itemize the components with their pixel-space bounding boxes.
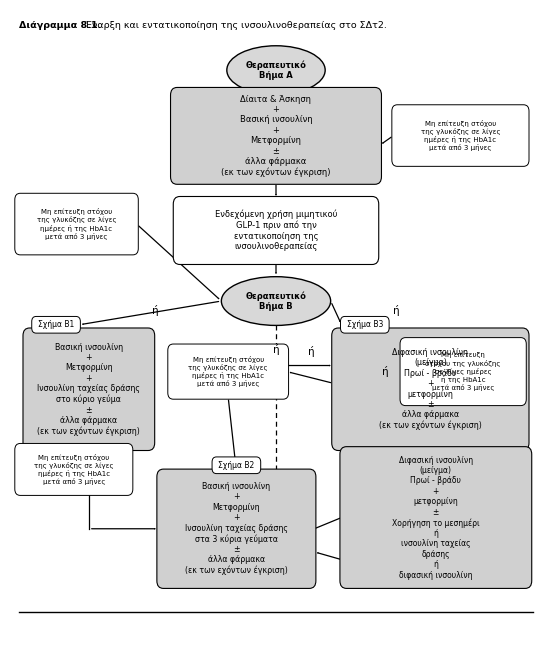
Text: Θεραπευτικό
Βήμα Α: Θεραπευτικό Βήμα Α <box>246 60 306 80</box>
FancyBboxPatch shape <box>173 197 379 265</box>
FancyBboxPatch shape <box>332 328 529 450</box>
FancyBboxPatch shape <box>340 446 532 588</box>
FancyBboxPatch shape <box>15 443 133 496</box>
Text: Σχήμα Β2: Σχήμα Β2 <box>218 461 254 470</box>
Text: Διάγραμμα 8.1.: Διάγραμμα 8.1. <box>19 21 102 30</box>
Text: Σχήμα Β3: Σχήμα Β3 <box>347 320 383 329</box>
FancyBboxPatch shape <box>15 193 139 255</box>
Text: Μη επίτευξη στόχου
της γλυκόζης σε λίγες
ημέρες ή της HbA1c
μετά από 3 μήνες: Μη επίτευξη στόχου της γλυκόζης σε λίγες… <box>188 356 268 388</box>
FancyBboxPatch shape <box>212 457 261 474</box>
Ellipse shape <box>227 46 325 94</box>
Text: Διφασική ινσουλίνη
(μείγμα)
Πρωί - βράδυ
+
μετφορμίνη
±
Χορήγηση το μεσημέρι
ή
ι: Διφασική ινσουλίνη (μείγμα) Πρωί - βράδυ… <box>392 455 480 580</box>
FancyBboxPatch shape <box>168 344 289 399</box>
Text: ή: ή <box>273 344 279 355</box>
Text: Μη επίτευξη
στόχου της γλυκόζης
σε λίγες ημέρες
ή της HbA1c
μετά από 3 μήνες: Μη επίτευξη στόχου της γλυκόζης σε λίγες… <box>426 352 501 391</box>
Text: Σχήμα Β1: Σχήμα Β1 <box>38 320 74 329</box>
Text: Θεραπευτικό
Βήμα Β: Θεραπευτικό Βήμα Β <box>246 291 306 311</box>
Text: ή: ή <box>152 305 159 316</box>
Ellipse shape <box>221 277 331 325</box>
FancyBboxPatch shape <box>157 469 316 588</box>
Text: Μη επίτευξη στόχου
της γλυκόζης σε λίγες
ημέρες ή της HbA1c
μετά από 3 μήνες: Μη επίτευξη στόχου της γλυκόζης σε λίγες… <box>421 120 500 151</box>
Text: Βασική ινσουλίνη
+
Μετφορμίνη
+
Ινσουλίνη ταχείας δράσης
στο κύριο γεύμα
±
άλλα : Βασική ινσουλίνη + Μετφορμίνη + Ινσουλίν… <box>38 342 140 436</box>
Text: Μη επίτευξη στόχου
της γλυκόζης σε λίγες
ημέρες ή της HbA1c
μετά από 3 μήνες: Μη επίτευξη στόχου της γλυκόζης σε λίγες… <box>37 208 116 240</box>
Text: ή: ή <box>382 366 389 377</box>
FancyBboxPatch shape <box>392 105 529 166</box>
FancyBboxPatch shape <box>171 87 381 184</box>
FancyBboxPatch shape <box>31 316 81 333</box>
FancyBboxPatch shape <box>23 328 155 450</box>
FancyBboxPatch shape <box>400 338 526 406</box>
Text: Ενδεχόμενη χρήση μιμητικού
GLP-1 πριν από την
εντατικοποίηση της
ινσουλινοθεραπε: Ενδεχόμενη χρήση μιμητικού GLP-1 πριν απ… <box>215 210 337 251</box>
Text: Βασική ινσουλίνη
+
Μετφορμίνη
+
Ινσουλίνη ταχείας δράσης
στα 3 κύρια γεύματα
±
ά: Βασική ινσουλίνη + Μετφορμίνη + Ινσουλίν… <box>185 482 288 575</box>
Text: Μη επίτευξη στόχου
της γλυκόζης σε λίγες
ημέρες ή της HbA1c
μετά από 3 μήνες: Μη επίτευξη στόχου της γλυκόζης σε λίγες… <box>34 454 114 485</box>
FancyBboxPatch shape <box>341 316 389 333</box>
Text: Δίαιτα & Άσκηση
+
Βασική ινσουλίνη
+
Μετφορμίνη
±
άλλα φάρμακα
(εκ των εχόντων έ: Δίαιτα & Άσκηση + Βασική ινσουλίνη + Μετ… <box>221 94 331 177</box>
Text: Διφασική ινσουλίνη
(μείγμα)
Πρωί - βράδυ
+
μετφορμίνη
±
άλλα φάρμακα
(εκ των εχό: Διφασική ινσουλίνη (μείγμα) Πρωί - βράδυ… <box>379 348 482 430</box>
Text: Έναρξη και εντατικοποίηση της ινσουλινοθεραπείας στο ΣΔτ2.: Έναρξη και εντατικοποίηση της ινσουλινοθ… <box>82 21 387 30</box>
Text: ή: ή <box>393 305 400 316</box>
Text: ή: ή <box>308 345 315 356</box>
